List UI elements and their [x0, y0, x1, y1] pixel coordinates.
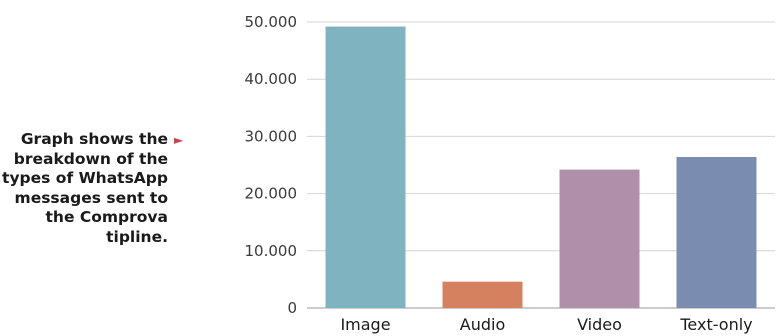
y-tick-label: 10.000	[245, 242, 298, 260]
x-tick-label: Video	[577, 315, 622, 334]
chart-caption: Graph shows the breakdown of the types o…	[2, 130, 168, 246]
y-tick-label: 20.000	[245, 185, 298, 203]
y-tick-label: 0	[287, 299, 297, 317]
bar-image	[325, 26, 406, 309]
y-tick-label: 30.000	[245, 127, 298, 145]
caption-arrow-icon: ►	[174, 133, 184, 147]
y-tick-label: 50.000	[245, 13, 298, 31]
x-tick-label: Audio	[460, 315, 505, 334]
bar-video	[559, 169, 640, 308]
x-tick-label: Image	[340, 315, 390, 334]
bar-audio	[442, 281, 523, 308]
y-tick-label: 40.000	[245, 70, 298, 88]
bar-text-only	[676, 156, 757, 308]
x-tick-label: Text-only	[679, 315, 752, 334]
